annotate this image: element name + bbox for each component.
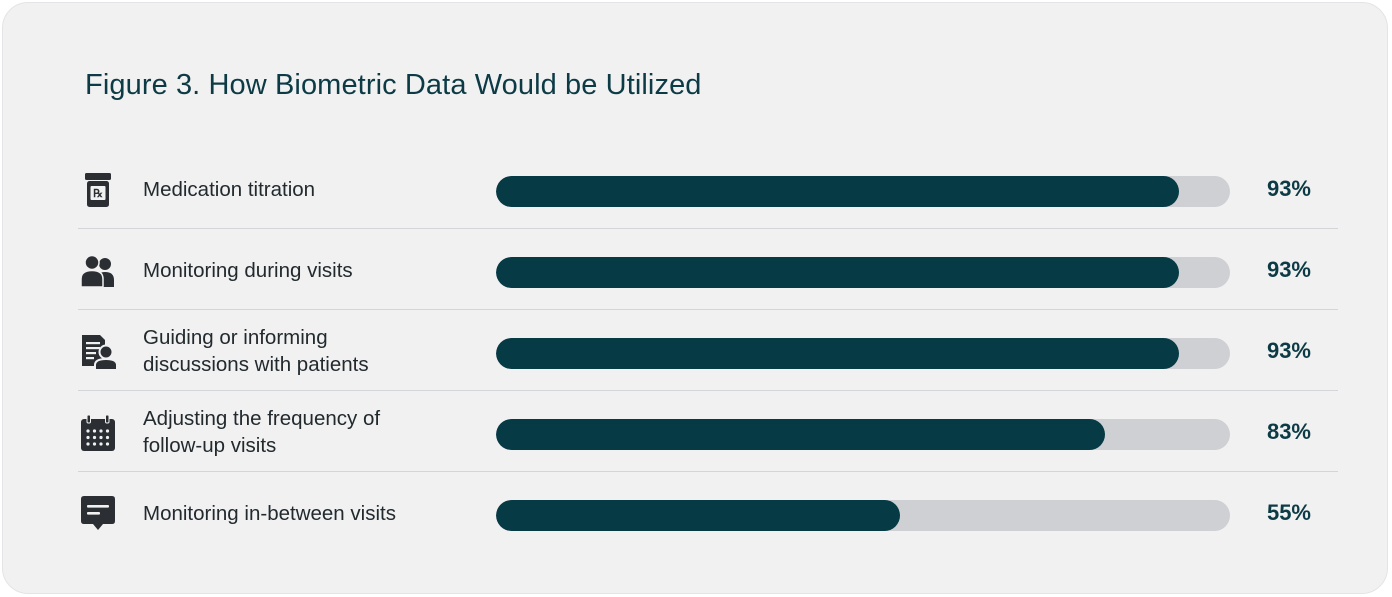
bar-row: Monitoring in-between visits 55%	[78, 473, 1338, 553]
bar	[496, 257, 1179, 288]
category-label-line: Monitoring in-between visits	[143, 501, 396, 525]
category-label-line: Guiding or informing	[143, 326, 328, 349]
category-label-line: Monitoring during visits	[143, 258, 353, 282]
row-divider	[78, 228, 1338, 229]
bar	[496, 500, 900, 531]
bar-row: ℞ Medication titration 93%	[78, 149, 1338, 229]
row-divider	[78, 309, 1338, 310]
bar-track	[496, 257, 1230, 288]
chat-bubble-icon	[78, 494, 118, 534]
category-label: Adjusting the frequency of follow-up visi…	[143, 392, 503, 472]
data-label: 55%	[1266, 500, 1311, 525]
category-label-line: discussions with patients	[143, 353, 369, 376]
bar-track	[496, 419, 1230, 450]
chart-title: Figure 3. How Biometric Data Would be Ut…	[85, 69, 702, 101]
category-label-line: Adjusting the frequency of	[143, 407, 381, 430]
category-label: Medication titration	[143, 149, 503, 229]
data-label: 83%	[1266, 419, 1311, 444]
category-label: Monitoring during visits	[143, 230, 503, 310]
bar	[496, 338, 1179, 369]
bar-track	[496, 338, 1230, 369]
bar-track	[496, 500, 1230, 531]
bar-row: Monitoring during visits 93%	[78, 230, 1338, 310]
data-label: 93%	[1266, 176, 1311, 201]
bar	[496, 419, 1105, 450]
people-icon	[78, 251, 118, 291]
row-divider	[78, 390, 1338, 391]
calendar-icon	[78, 413, 118, 453]
bar-row: Adjusting the frequency of follow-up visi…	[78, 392, 1338, 472]
svg-text:℞: ℞	[93, 187, 103, 200]
bar	[496, 176, 1179, 207]
row-divider	[78, 471, 1338, 472]
category-label-line: follow-up visits	[143, 434, 277, 457]
category-label: Guiding or informing discussions with pat…	[143, 311, 503, 391]
prescription-bottle-icon: ℞	[78, 170, 118, 210]
patient-document-icon	[78, 332, 118, 372]
bar-track	[496, 176, 1230, 207]
data-label: 93%	[1266, 257, 1311, 282]
category-label: Monitoring in-between visits	[143, 473, 503, 553]
data-label: 93%	[1266, 338, 1311, 363]
bar-row: Guiding or informing discussions with pat…	[78, 311, 1338, 391]
category-label-line: Medication titration	[143, 177, 316, 201]
